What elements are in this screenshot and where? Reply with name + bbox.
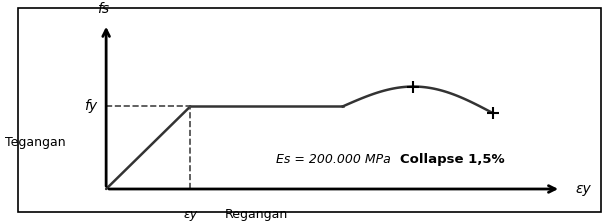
Text: fy: fy — [84, 99, 98, 113]
Text: Tegangan: Tegangan — [5, 136, 65, 149]
Text: Regangan: Regangan — [225, 208, 288, 221]
Text: εy: εy — [183, 208, 198, 221]
Text: Es = 200.000 MPa: Es = 200.000 MPa — [276, 153, 391, 166]
Text: fs: fs — [97, 2, 109, 16]
Text: Collapse 1,5%: Collapse 1,5% — [399, 153, 504, 166]
Text: εy: εy — [576, 182, 591, 196]
